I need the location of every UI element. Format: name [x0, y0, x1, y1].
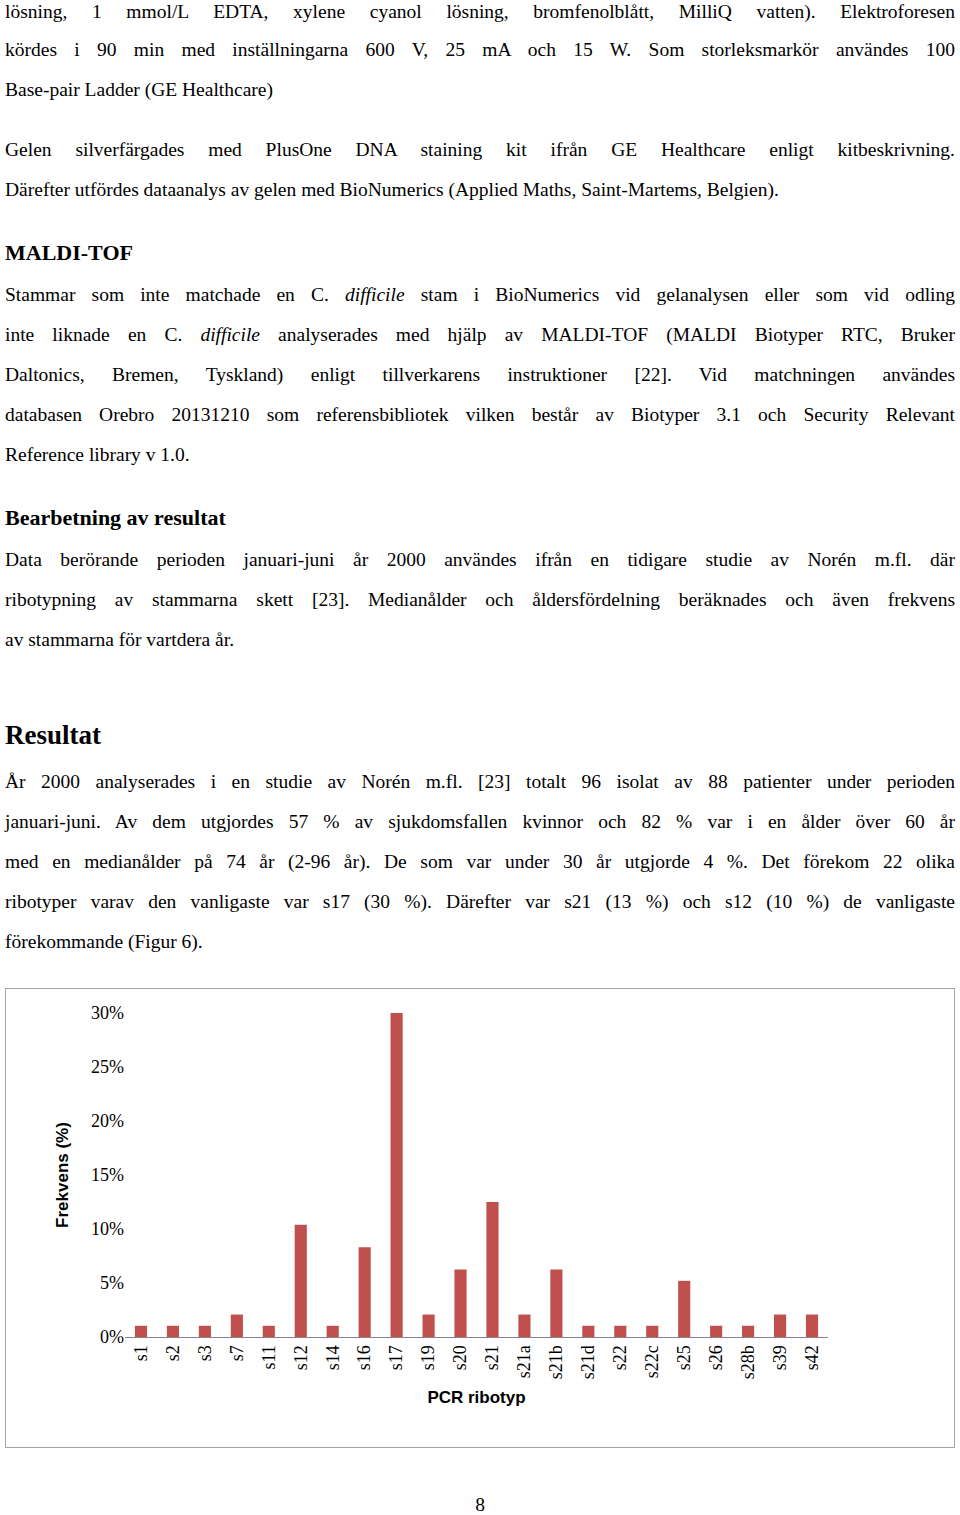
svg-text:5%: 5%: [100, 1273, 124, 1293]
html-text:Bearbetning av resultat: Bearbetning av resultat: [5, 505, 226, 530]
svg-text:s21: s21: [482, 1345, 502, 1370]
svg-text:s1: s1: [131, 1345, 151, 1361]
html-text:förekommande (Figur 6).: förekommande (Figur 6).: [5, 931, 203, 952]
html-text:Resultat: Resultat: [5, 720, 101, 750]
html-text:Daltonics, Bremen, Tyskland) e: Daltonics, Bremen, Tyskland) enligt till…: [5, 364, 955, 385]
svg-text:s17: s17: [386, 1345, 406, 1370]
html-text:Data berörande perioden januar: Data berörande perioden januari-juni år …: [5, 549, 955, 570]
svg-text:s21b: s21b: [546, 1345, 566, 1379]
html-text:ribotyper varav den vanligaste: ribotyper varav den vanligaste var s17 (…: [5, 891, 955, 912]
svg-text:s21a: s21a: [514, 1345, 534, 1378]
svg-text:25%: 25%: [91, 1057, 124, 1077]
svg-text:s14: s14: [323, 1345, 343, 1370]
svg-text:s28b: s28b: [738, 1345, 758, 1379]
svg-text:0%: 0%: [100, 1327, 124, 1347]
html-text:av stammarna för vartdera år.: av stammarna för vartdera år.: [5, 629, 234, 650]
html-text:lösning, 1 mmol/L EDTA, xylene: lösning, 1 mmol/L EDTA, xylene cyanol lö…: [5, 1, 955, 22]
html-text:databasen Orebro 20131210 som: databasen Orebro 20131210 som referensbi…: [5, 404, 955, 425]
html-text:inte liknade en C. difficile a: inte liknade en C. difficile analyserade…: [5, 324, 955, 345]
svg-text:s19: s19: [418, 1345, 438, 1370]
svg-text:s22: s22: [610, 1345, 630, 1370]
html-text:Gelen silverfärgades med PlusO: Gelen silverfärgades med PlusOne DNA sta…: [5, 139, 955, 160]
html-text:Base-pair Ladder (GE Healthcar: Base-pair Ladder (GE Healthcare): [5, 79, 273, 100]
svg-text:s2: s2: [163, 1345, 183, 1361]
svg-text:s12: s12: [291, 1345, 311, 1370]
svg-text:s25: s25: [674, 1345, 694, 1370]
svg-text:s20: s20: [450, 1345, 470, 1370]
html-text:8: 8: [475, 1494, 485, 1515]
svg-text:s22c: s22c: [642, 1345, 662, 1378]
html-text:År 2000 analyserades i en stud: År 2000 analyserades i en studie av Noré…: [5, 771, 955, 792]
html-text:ribotypning av stammarna skett: ribotypning av stammarna skett [23]. Med…: [5, 589, 955, 610]
html-text:med en medianålder på 74 år (2: med en medianålder på 74 år (2-96 år). D…: [5, 851, 955, 872]
svg-text:15%: 15%: [91, 1165, 124, 1185]
svg-text:s3: s3: [195, 1345, 215, 1361]
svg-text:s21d: s21d: [578, 1345, 598, 1379]
html-text:Reference library v 1.0.: Reference library v 1.0.: [5, 444, 190, 465]
svg-text:Frekvens (%): Frekvens (%): [53, 1122, 72, 1228]
svg-text:s26: s26: [706, 1345, 726, 1370]
svg-text:PCR ribotyp: PCR ribotyp: [427, 1388, 525, 1407]
svg-text:30%: 30%: [91, 1003, 124, 1023]
svg-text:s42: s42: [802, 1345, 822, 1370]
html-text:Stammar som inte matchade en C: Stammar som inte matchade en C. difficil…: [5, 284, 955, 305]
svg-text:20%: 20%: [91, 1111, 124, 1131]
svg-text:s11: s11: [259, 1345, 279, 1369]
html-text:MALDI-TOF: MALDI-TOF: [5, 240, 133, 265]
html-text:kördes i 90 min med inställnin: kördes i 90 min med inställningarna 600 …: [5, 39, 955, 60]
svg-text:10%: 10%: [91, 1219, 124, 1239]
html-text:januari-juni. Av dem utgjordes: januari-juni. Av dem utgjordes 57 % av s…: [5, 811, 955, 832]
html-text:Därefter utfördes dataanalys a: Därefter utfördes dataanalys av gelen me…: [5, 179, 779, 200]
svg-text:s39: s39: [770, 1345, 790, 1370]
svg-text:s7: s7: [227, 1345, 247, 1361]
svg-text:s16: s16: [355, 1345, 375, 1370]
